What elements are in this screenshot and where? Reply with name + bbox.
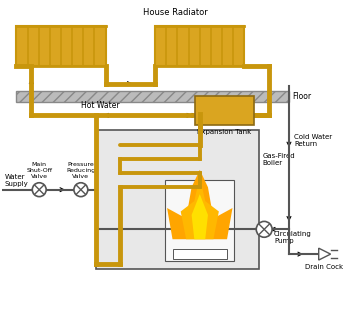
Bar: [173, 249, 226, 259]
Text: Drain Cock: Drain Cock: [304, 264, 343, 270]
Bar: [155, 26, 244, 66]
Text: House Radiator: House Radiator: [142, 8, 207, 17]
Text: Floor: Floor: [292, 92, 311, 101]
Polygon shape: [181, 177, 219, 239]
Bar: [96, 130, 259, 269]
Polygon shape: [167, 170, 232, 239]
Polygon shape: [191, 194, 208, 239]
Text: Main
Shut-Off
Valve: Main Shut-Off Valve: [26, 162, 52, 179]
Text: Hot Water: Hot Water: [81, 101, 120, 110]
Text: Cold Water
Return: Cold Water Return: [294, 134, 332, 147]
Polygon shape: [319, 248, 331, 260]
Text: Expansion Tank: Expansion Tank: [197, 129, 252, 135]
Circle shape: [256, 221, 272, 237]
Bar: [195, 95, 254, 125]
Text: Circulating
Pump: Circulating Pump: [274, 231, 312, 244]
Bar: [16, 91, 289, 103]
Text: Gas-Fired
Boiler: Gas-Fired Boiler: [262, 153, 295, 166]
Text: Pressure
Reducing
Valve: Pressure Reducing Valve: [66, 162, 96, 179]
Circle shape: [32, 183, 46, 197]
Bar: [16, 26, 106, 66]
Circle shape: [74, 183, 88, 197]
Text: Water
Supply: Water Supply: [5, 174, 28, 187]
Bar: [165, 180, 234, 261]
